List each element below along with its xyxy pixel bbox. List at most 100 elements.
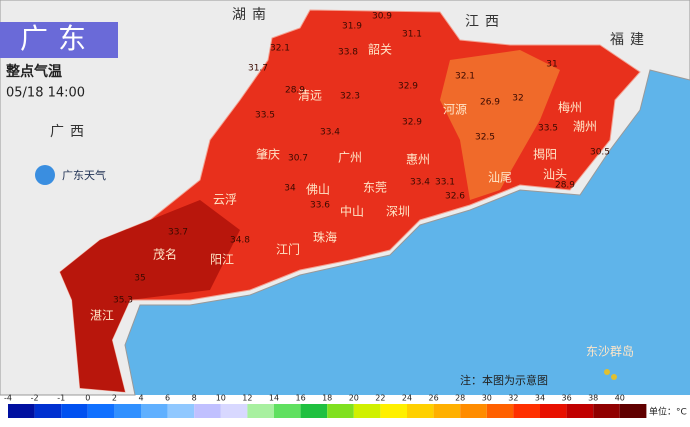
legend-tick: 8 (192, 394, 197, 403)
city-label: 河源 (443, 103, 467, 117)
temperature: 33.4 (410, 178, 430, 188)
legend-tick: 40 (615, 394, 625, 403)
province-label: 湖南 (232, 7, 272, 23)
legend-swatch (34, 404, 62, 418)
city-label: 云浮 (213, 193, 237, 207)
logo-icon (35, 165, 55, 185)
legend-tick: 32 (508, 394, 518, 403)
temperature: 35.3 (113, 296, 133, 306)
city-label: 东莞 (363, 181, 387, 195)
legend-tick: 30 (482, 394, 492, 403)
legend-swatch (167, 404, 195, 418)
temperature: 35 (134, 274, 145, 284)
province-label: 福建 (610, 32, 650, 48)
legend-swatch (353, 404, 381, 418)
legend-tick: 10 (216, 394, 226, 403)
province-label: 广西 (50, 124, 90, 140)
temperature: 33.6 (310, 201, 330, 211)
city-label: 汕尾 (488, 171, 512, 185)
legend-tick: 12 (242, 394, 252, 403)
legend-tick: 16 (296, 394, 306, 403)
title-box (0, 22, 118, 58)
island (611, 374, 617, 380)
temperature: 31.9 (342, 22, 362, 32)
legend-tick: 28 (455, 394, 465, 403)
temperature: 30.9 (372, 12, 392, 22)
legend-swatch (274, 404, 301, 418)
temperature: 32.5 (475, 133, 495, 143)
temperature: 32.1 (270, 44, 290, 54)
city-label: 茂名 (153, 247, 177, 262)
temperature: 26.9 (480, 98, 500, 108)
legend-tick: 26 (429, 394, 439, 403)
island (604, 369, 610, 375)
legend-tick: 18 (322, 394, 332, 403)
legend-tick: 38 (588, 394, 598, 403)
temperature: 28.9 (555, 181, 575, 191)
legend-tick: -4 (4, 394, 12, 403)
temperature: 33.5 (538, 124, 558, 134)
temperature: 32 (512, 94, 523, 104)
temperature: 33.8 (338, 48, 358, 58)
city-label: 佛山 (306, 183, 330, 197)
legend-swatch (61, 404, 88, 418)
legend-swatch (460, 404, 487, 418)
temperature: 34 (284, 184, 296, 194)
legend-tick: 6 (165, 394, 170, 403)
time: 05/18 14:00 (6, 86, 85, 101)
province-label: 江西 (465, 14, 505, 30)
legend-tick: -1 (57, 394, 65, 403)
temperature: 28.9 (285, 86, 305, 96)
legend-swatch (619, 404, 647, 418)
legend-swatch (513, 404, 540, 418)
legend-swatch (407, 404, 434, 418)
city-label: 清远 (298, 89, 322, 103)
city-label: 东沙群岛 (586, 344, 634, 359)
city-label: 广州 (338, 151, 362, 165)
legend-unit: 单位：°C (649, 406, 687, 418)
city-label: 中山 (340, 204, 364, 219)
temperature: 31 (546, 60, 557, 70)
temperature: 33.5 (255, 111, 275, 121)
legend-tick: 14 (269, 394, 279, 403)
city-label: 惠州 (406, 153, 430, 167)
temperature: 31.7 (248, 64, 268, 74)
legend-swatch (380, 404, 407, 418)
legend-swatch (141, 404, 168, 418)
legend-swatch (220, 404, 248, 418)
legend-swatch (327, 404, 354, 418)
temperature: 31.1 (402, 30, 422, 40)
legend-tick: 0 (85, 394, 90, 403)
legend-tick: 2 (112, 394, 117, 403)
legend-swatch (566, 404, 594, 418)
legend-swatch (540, 404, 567, 418)
city-label: 阳江 (210, 253, 234, 267)
city-label: 韶关 (368, 42, 392, 57)
title: 广东 (20, 22, 96, 55)
temperature: 32.6 (445, 192, 465, 202)
city-label: 梅州 (558, 100, 582, 115)
temperature: 32.9 (398, 82, 418, 92)
temperature: 33.1 (435, 178, 455, 188)
subtitle: 整点气温 (5, 63, 62, 80)
city-label: 江门 (276, 242, 300, 257)
legend-tick: 4 (138, 394, 143, 403)
city-label: 湛江 (90, 309, 114, 323)
legend-swatch (87, 404, 115, 418)
temperature: 32.3 (340, 92, 360, 102)
legend-swatch (114, 404, 141, 418)
temperature: 32.9 (402, 118, 422, 128)
legend-swatch (593, 404, 620, 418)
city-label: 珠海 (313, 230, 337, 245)
logo: 广东天气 (62, 168, 106, 182)
legend-tick: 24 (402, 394, 412, 403)
legend-swatch (486, 404, 514, 418)
hot-zone (60, 200, 240, 392)
warm-zone (440, 50, 560, 200)
city-label: 揭阳 (533, 147, 557, 162)
legend-tick: 22 (375, 394, 385, 403)
temperature: 33.7 (168, 228, 188, 238)
temperature: 32.1 (455, 72, 475, 82)
